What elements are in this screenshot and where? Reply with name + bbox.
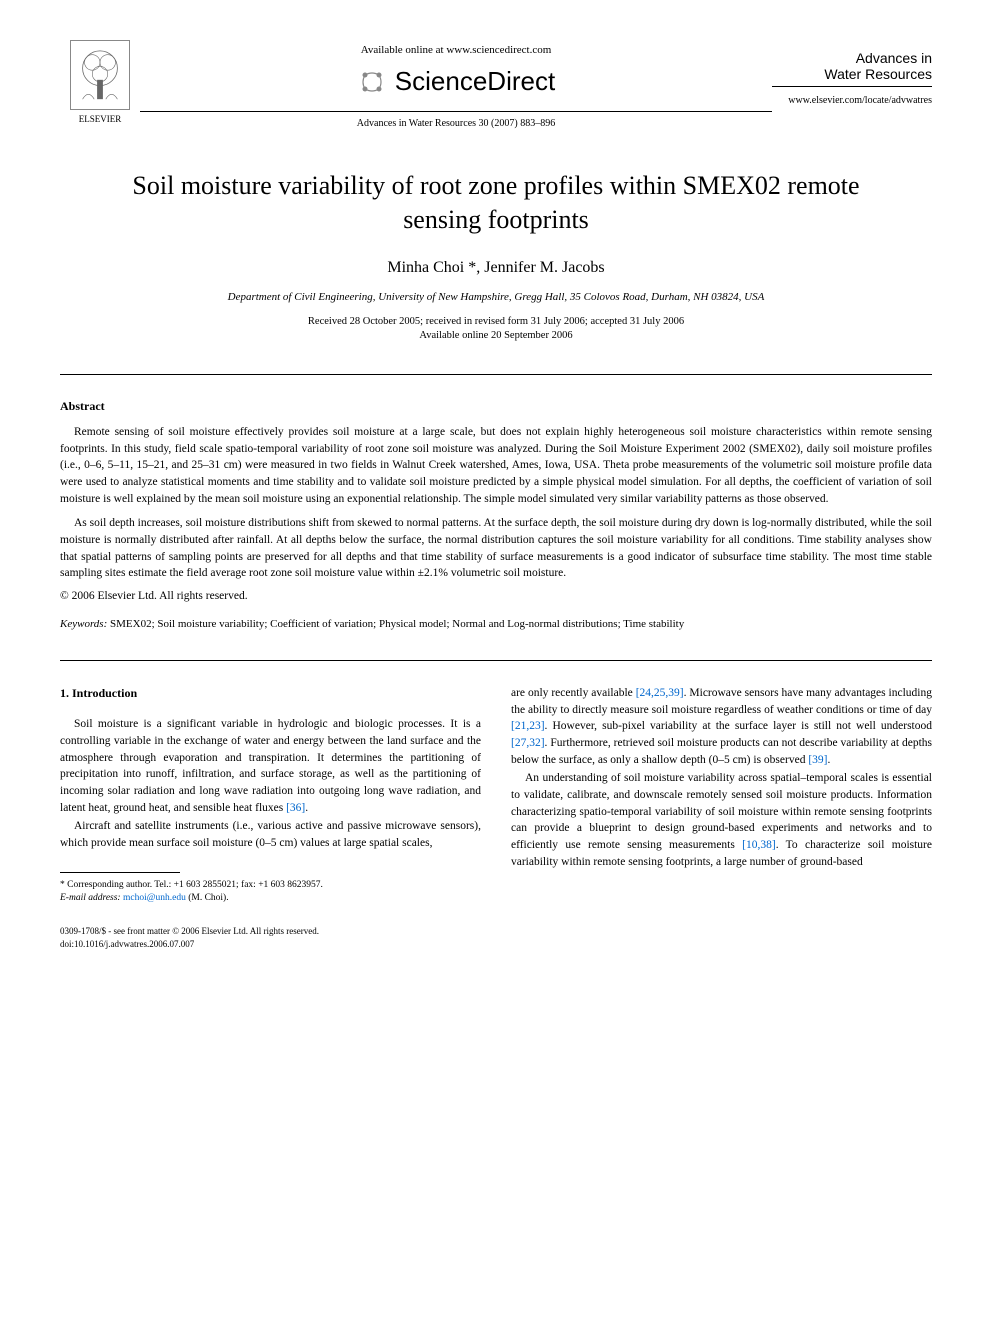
dates-online: Available online 20 September 2006 — [60, 329, 932, 344]
ref-link-24-25-39[interactable]: [24,25,39] — [636, 687, 684, 699]
center-header: Available online at www.sciencedirect.co… — [140, 40, 772, 129]
intro-paragraph-4: An understanding of soil moisture variab… — [511, 770, 932, 870]
introduction-heading: 1. Introduction — [60, 685, 481, 702]
available-online-text: Available online at www.sciencedirect.co… — [140, 44, 772, 56]
intro-p1-text-b: . — [305, 802, 308, 814]
article-dates: Received 28 October 2005; received in re… — [60, 315, 932, 344]
dates-received: Received 28 October 2005; received in re… — [60, 315, 932, 330]
authors: Minha Choi *, Jennifer M. Jacobs — [60, 259, 932, 277]
header-row: ELSEVIER Available online at www.science… — [60, 40, 932, 129]
intro-p1-text-a: Soil moisture is a significant variable … — [60, 718, 481, 813]
ref-link-36[interactable]: [36] — [286, 802, 305, 814]
corresponding-author-footnote: * Corresponding author. Tel.: +1 603 285… — [60, 879, 481, 906]
intro-p3-a: are only recently available — [511, 687, 636, 699]
footnote-email-link[interactable]: mchoi@unh.edu — [121, 893, 186, 903]
intro-p3-d: . Furthermore, retrieved soil moisture p… — [511, 737, 932, 766]
affiliation: Department of Civil Engineering, Univers… — [60, 291, 932, 303]
ref-link-27-32[interactable]: [27,32] — [511, 737, 545, 749]
elsevier-logo: ELSEVIER — [60, 40, 140, 124]
sciencedirect-text: ScienceDirect — [395, 66, 555, 97]
journal-name-line2: Water Resources — [772, 66, 932, 82]
header-rule — [140, 111, 772, 112]
copyright-line: © 2006 Elsevier Ltd. All rights reserved… — [60, 590, 932, 602]
abstract-heading: Abstract — [60, 399, 932, 414]
intro-p3-e: . — [828, 754, 831, 766]
ref-link-39[interactable]: [39] — [808, 754, 827, 766]
column-left: 1. Introduction Soil moisture is a signi… — [60, 685, 481, 951]
ref-link-10-38[interactable]: [10,38] — [742, 839, 776, 851]
footer-block: 0309-1708/$ - see front matter © 2006 El… — [60, 925, 481, 950]
footnote-email-tail: (M. Choi). — [186, 893, 229, 903]
article-title: Soil moisture variability of root zone p… — [100, 169, 892, 237]
ref-link-21-23[interactable]: [21,23] — [511, 720, 545, 732]
keywords-text: SMEX02; Soil moisture variability; Coeff… — [107, 618, 684, 630]
abstract-paragraph-2: As soil depth increases, soil moisture d… — [60, 515, 932, 582]
intro-paragraph-2: Aircraft and satellite instruments (i.e.… — [60, 818, 481, 851]
abstract-rule-top — [60, 374, 932, 375]
journal-name-line1: Advances in — [772, 50, 932, 66]
keywords-label: Keywords: — [60, 618, 107, 630]
footnote-tel-fax: * Corresponding author. Tel.: +1 603 285… — [60, 879, 481, 892]
intro-paragraph-1: Soil moisture is a significant variable … — [60, 716, 481, 816]
journal-name-block: Advances in Water Resources www.elsevier… — [772, 40, 932, 106]
keywords-line: Keywords: SMEX02; Soil moisture variabil… — [60, 618, 932, 630]
footnote-email-line: E-mail address: mchoi@unh.edu (M. Choi). — [60, 892, 481, 905]
footer-front-matter: 0309-1708/$ - see front matter © 2006 El… — [60, 925, 481, 938]
journal-citation: Advances in Water Resources 30 (2007) 88… — [140, 118, 772, 129]
footnote-separator — [60, 872, 180, 873]
sciencedirect-logo: ScienceDirect — [140, 66, 772, 97]
column-right: are only recently available [24,25,39] . … — [511, 685, 932, 951]
footnote-email-label: E-mail address: — [60, 893, 121, 903]
footer-doi: doi:10.1016/j.advwatres.2006.07.007 — [60, 938, 481, 951]
abstract-paragraph-1: Remote sensing of soil moisture effectiv… — [60, 424, 932, 507]
elsevier-label: ELSEVIER — [60, 114, 140, 124]
intro-paragraph-3: are only recently available [24,25,39] . … — [511, 685, 932, 768]
intro-p3-c: . However, sub-pixel variability at the … — [545, 720, 932, 732]
journal-url: www.elsevier.com/locate/advwatres — [772, 95, 932, 106]
sciencedirect-icon — [357, 67, 387, 97]
body-columns: 1. Introduction Soil moisture is a signi… — [60, 685, 932, 951]
header-rule-right — [772, 86, 932, 87]
elsevier-tree-icon — [70, 40, 130, 110]
abstract-rule-bottom — [60, 660, 932, 661]
